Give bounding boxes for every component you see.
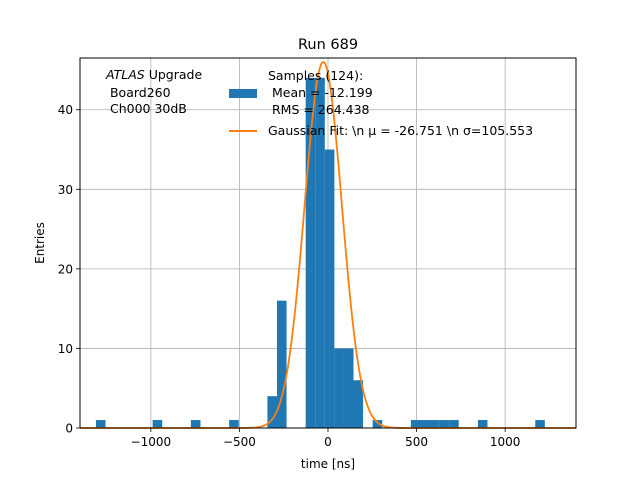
- histogram-bar: [190, 420, 201, 428]
- annotation-line-3: Ch000 30dB: [106, 101, 187, 116]
- histogram-bar: [477, 420, 488, 428]
- histogram-bar: [315, 77, 325, 429]
- legend-histogram-line-1: Samples (124):: [268, 68, 363, 83]
- histogram-bar: [276, 300, 287, 428]
- annotation-line-1: ATLAS Upgrade: [105, 67, 202, 82]
- histogram-bar: [535, 420, 545, 428]
- y-tick-label: 0: [65, 422, 73, 436]
- histogram-bar: [353, 380, 364, 428]
- histogram-bar: [152, 420, 163, 428]
- histogram-bar: [430, 420, 440, 428]
- legend-histogram-line-3: RMS = 264.438: [268, 102, 370, 117]
- y-tick-label: 40: [58, 103, 73, 117]
- histogram-bar: [372, 420, 383, 428]
- x-tick-label: 500: [405, 435, 428, 449]
- legend: Samples (124): Mean = -12.199 RMS = 264.…: [229, 68, 533, 138]
- legend-histogram-line-2: Mean = -12.199: [268, 85, 373, 100]
- histogram-bars: [95, 77, 545, 429]
- histogram-bar: [439, 420, 450, 428]
- y-tick-label: 20: [58, 262, 73, 276]
- y-axis-label: Entries: [33, 222, 47, 264]
- annotation-box: ATLAS Upgrade Board260 Ch000 30dB: [105, 67, 202, 116]
- histogram-bar: [334, 348, 344, 428]
- histogram-bar: [324, 149, 335, 428]
- annotation-upgrade: Upgrade: [145, 67, 203, 82]
- chart-title: Run 689: [298, 37, 358, 53]
- legend-fit-label: Gaussian Fit: \n μ = -26.751 \n σ=105.55…: [268, 123, 533, 138]
- histogram-bar: [267, 396, 277, 428]
- histogram-bar: [420, 420, 431, 428]
- histogram-bar: [343, 348, 354, 428]
- histogram-bar: [449, 420, 459, 428]
- annotation-line-2: Board260: [106, 85, 171, 100]
- histogram-bar: [305, 77, 316, 429]
- x-tick-label: −1000: [131, 435, 172, 449]
- histogram-bar: [95, 420, 106, 428]
- histogram-bar: [229, 420, 239, 428]
- histogram-bar: [410, 420, 421, 428]
- axes: −1000 −500 0 500 1000 0 10 20 30 40: [58, 103, 521, 449]
- y-tick-label: 10: [58, 342, 73, 356]
- x-tick-label: 0: [324, 435, 332, 449]
- x-tick-label: −500: [223, 435, 256, 449]
- annotation-atlas: ATLAS: [105, 67, 145, 82]
- x-tick-label: 1000: [490, 435, 521, 449]
- x-axis-label: time [ns]: [301, 457, 355, 471]
- y-tick-label: 30: [58, 183, 73, 197]
- legend-histogram-swatch: [229, 89, 257, 98]
